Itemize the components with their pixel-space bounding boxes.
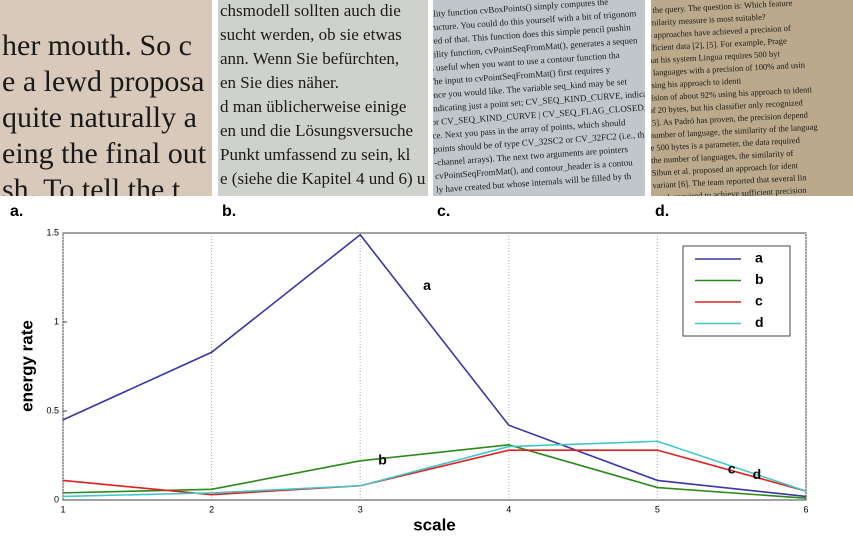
figure: her mouth. So ce a lewd proposaquite nat… — [0, 0, 853, 540]
photo-line: en und die Lösungsversuche — [220, 121, 413, 140]
x-tick-label: 5 — [655, 504, 660, 514]
annotation: b — [378, 452, 387, 468]
x-tick-label: 3 — [358, 504, 363, 514]
photo-line: Punkt umfassend zu sein, kl — [220, 145, 411, 164]
legend-label: b — [755, 271, 764, 287]
annotation: d — [753, 466, 762, 482]
photo-line: quite naturally a — [2, 101, 197, 134]
x-axis-label: scale — [413, 515, 456, 534]
panel-label: d. — [655, 203, 669, 220]
panel-label: b. — [222, 203, 236, 220]
x-tick-label: 6 — [803, 504, 808, 514]
photo-line: chsmodell sollten auch die — [220, 1, 401, 20]
annotation: c — [728, 460, 736, 476]
photo-text: utility function cvBoxPoints() simply co… — [424, 0, 690, 195]
series-line — [63, 450, 806, 495]
photo-line: e (siehe die Kapitel 4 und 6) u — [220, 169, 426, 188]
y-tick-label: 0.5 — [46, 405, 59, 415]
photo-line: her mouth. So c — [2, 29, 192, 62]
y-tick-label: 1 — [54, 316, 59, 326]
series-line — [63, 445, 806, 498]
panel-label: c. — [437, 203, 450, 220]
photo-line: en Sie dies näher. — [220, 73, 339, 92]
series-line — [63, 441, 806, 496]
photo-line: d man üblicherweise einige — [220, 97, 406, 116]
photo-line: sh. To tell the t — [2, 173, 181, 206]
x-tick-label: 1 — [60, 504, 65, 514]
photo-line: eing the final out — [2, 137, 207, 170]
y-tick-label: 1.5 — [46, 227, 59, 237]
photo-line: sucht werden, ob sie etwas — [220, 25, 402, 44]
y-tick-label: 0 — [54, 494, 59, 504]
photo-text-lines: utility function cvBoxPoints() simply co… — [424, 0, 690, 195]
photo-line: ann. Wenn Sie befürchten, — [220, 49, 399, 68]
x-tick-label: 4 — [506, 504, 511, 514]
legend-label: c — [755, 293, 763, 309]
legend-label: d — [755, 314, 764, 330]
photo-line: e a lewd proposa — [2, 65, 204, 98]
x-tick-label: 2 — [209, 504, 214, 514]
annotation: a — [423, 277, 431, 293]
legend-label: a — [755, 250, 763, 266]
panel-label: a. — [10, 203, 23, 220]
y-axis-label: energy rate — [17, 320, 36, 412]
